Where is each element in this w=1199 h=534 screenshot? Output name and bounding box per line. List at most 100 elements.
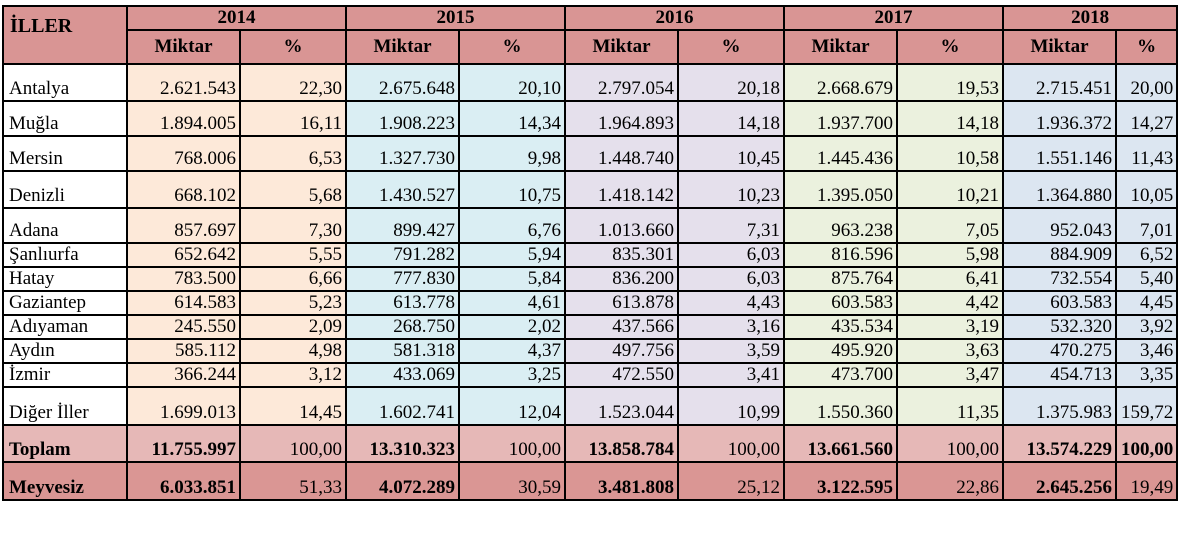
cell-miktar: 1.013.660 (564, 207, 679, 244)
row-label: Antalya (2, 63, 128, 102)
table-row: Adıyaman 245.550 2,09 268.750 2,02 437.566 3,1… (2, 314, 1179, 340)
cell-percent: 19,53 (896, 63, 1004, 102)
cell-miktar: 1.602.741 (345, 386, 460, 426)
cell-miktar: 1.908.223 (345, 100, 460, 137)
cell-percent: 3,35 (1114, 362, 1179, 388)
cell-miktar: 473.700 (783, 362, 898, 388)
cell-percent: 9,98 (458, 135, 566, 172)
cell-percent: 10,23 (677, 170, 785, 209)
cell-percent: 6,03 (677, 242, 785, 268)
subheader-miktar: Miktar (783, 29, 898, 65)
cell-miktar: 1.430.527 (345, 170, 460, 209)
cell-miktar: 2.797.054 (564, 63, 679, 102)
total-row: Toplam 11.755.997 100,00 13.310.323 100,… (2, 424, 1179, 463)
cell-miktar: 777.830 (345, 266, 460, 292)
cell-miktar: 816.596 (783, 242, 898, 268)
cell-miktar: 1.364.880 (1002, 170, 1117, 209)
cell-miktar: 3.481.808 (564, 461, 679, 501)
row-label: Gaziantep (2, 290, 128, 316)
cell-percent: 3,47 (896, 362, 1004, 388)
row-label: Meyvesiz (2, 461, 128, 501)
table-row: Hatay 783.500 6,66 777.830 5,84 836.200 6,03 87… (2, 266, 1179, 292)
table-row: Şanlıurfa 652.642 5,55 791.282 5,94 835.301 6,… (2, 242, 1179, 268)
cell-miktar: 437.566 (564, 314, 679, 340)
cell-miktar: 603.583 (783, 290, 898, 316)
cell-miktar: 454.713 (1002, 362, 1117, 388)
table-row: Gaziantep 614.583 5,23 613.778 4,61 613.878 4,… (2, 290, 1179, 316)
cell-miktar: 2.645.256 (1002, 461, 1117, 501)
cell-percent: 6,52 (1114, 242, 1179, 268)
cell-percent: 100,00 (677, 424, 785, 463)
cell-percent: 3,46 (1114, 338, 1179, 364)
year-header-2018: 2018 (1001, 5, 1179, 31)
cell-miktar: 13.310.323 (345, 424, 460, 463)
cell-miktar: 1.418.142 (564, 170, 679, 209)
cell-percent: 14,18 (677, 100, 785, 137)
cell-percent: 4,42 (896, 290, 1004, 316)
cell-miktar: 857.697 (126, 207, 241, 244)
cell-percent: 5,94 (458, 242, 566, 268)
cell-percent: 22,30 (239, 63, 347, 102)
cell-percent: 100,00 (239, 424, 347, 463)
cell-miktar: 613.778 (345, 290, 460, 316)
cell-miktar: 603.583 (1002, 290, 1117, 316)
year-header-2016: 2016 (564, 5, 785, 31)
cell-miktar: 768.006 (126, 135, 241, 172)
year-header-2015: 2015 (345, 5, 566, 31)
cell-miktar: 2.668.679 (783, 63, 898, 102)
cell-percent: 10,05 (1114, 170, 1179, 209)
cell-percent: 3,41 (677, 362, 785, 388)
cell-miktar: 2.715.451 (1002, 63, 1117, 102)
cell-percent: 51,33 (239, 461, 347, 501)
cell-miktar: 2.675.648 (345, 63, 460, 102)
subheader-percent: % (677, 29, 785, 65)
cell-miktar: 6.033.851 (126, 461, 241, 501)
cell-miktar: 836.200 (564, 266, 679, 292)
cell-miktar: 1.448.740 (564, 135, 679, 172)
cell-miktar: 470.275 (1002, 338, 1117, 364)
cell-percent: 10,75 (458, 170, 566, 209)
cell-miktar: 835.301 (564, 242, 679, 268)
cell-percent: 14,18 (896, 100, 1004, 137)
production-table: İLLER 2014 2015 2016 2017 2018 Miktar % … (2, 5, 1179, 501)
subheader-percent: % (896, 29, 1004, 65)
cell-percent: 4,98 (239, 338, 347, 364)
cell-miktar: 13.858.784 (564, 424, 679, 463)
table-row: Denizli 668.102 5,68 1.430.527 10,75 1.418.14… (2, 170, 1179, 209)
table-row: Adana 857.697 7,30 899.427 6,76 1.013.660 7,31… (2, 207, 1179, 244)
cell-percent: 6,66 (239, 266, 347, 292)
cell-miktar: 433.069 (345, 362, 460, 388)
table-row: Mersin 768.006 6,53 1.327.730 9,98 1.448.740 1… (2, 135, 1179, 172)
row-label: Diğer İller (2, 386, 128, 426)
cell-miktar: 1.523.044 (564, 386, 679, 426)
cell-miktar: 268.750 (345, 314, 460, 340)
cell-percent: 10,45 (677, 135, 785, 172)
cell-miktar: 497.756 (564, 338, 679, 364)
table-row: Muğla 1.894.005 16,11 1.908.223 14,34 1.964.8… (2, 100, 1179, 137)
cell-percent: 20,00 (1114, 63, 1179, 102)
subheader-miktar: Miktar (564, 29, 679, 65)
cell-percent: 3,12 (239, 362, 347, 388)
row-label: İzmir (2, 362, 128, 388)
cell-percent: 4,45 (1114, 290, 1179, 316)
cell-miktar: 783.500 (126, 266, 241, 292)
cell-miktar: 1.699.013 (126, 386, 241, 426)
table-row: Aydın 585.112 4,98 581.318 4,37 497.756 3,59 49… (2, 338, 1179, 364)
cell-miktar: 875.764 (783, 266, 898, 292)
cell-percent: 7,05 (896, 207, 1004, 244)
cell-miktar: 899.427 (345, 207, 460, 244)
row-label: Şanlıurfa (2, 242, 128, 268)
cell-percent: 3,59 (677, 338, 785, 364)
year-header-2017: 2017 (783, 5, 1004, 31)
table-row: Antalya 2.621.543 22,30 2.675.648 20,10 2.797… (2, 63, 1179, 102)
cell-percent: 5,23 (239, 290, 347, 316)
cell-percent: 5,55 (239, 242, 347, 268)
cell-percent: 10,58 (896, 135, 1004, 172)
cell-percent: 2,02 (458, 314, 566, 340)
cell-miktar: 13.574.229 (1002, 424, 1117, 463)
cell-percent: 6,03 (677, 266, 785, 292)
cell-miktar: 4.072.289 (345, 461, 460, 501)
cell-percent: 6,41 (896, 266, 1004, 292)
cell-percent: 5,84 (458, 266, 566, 292)
cell-miktar: 668.102 (126, 170, 241, 209)
